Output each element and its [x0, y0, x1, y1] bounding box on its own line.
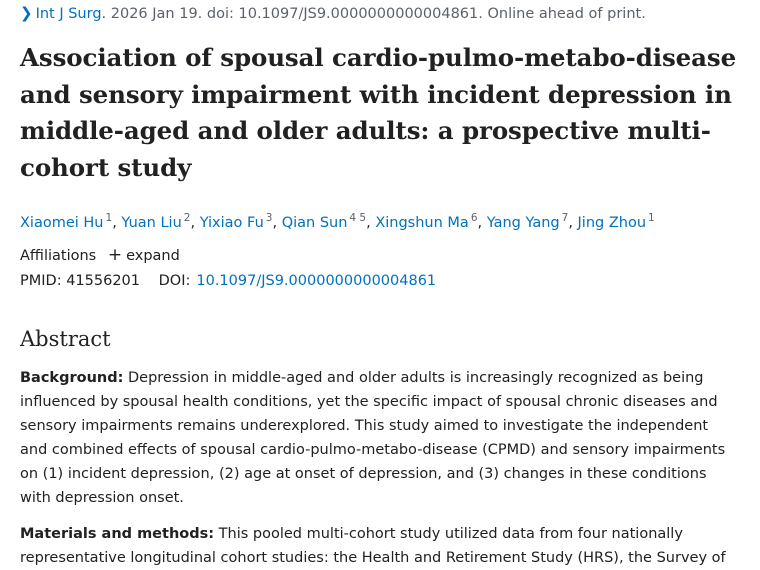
- author-affiliation-ref[interactable]: 1: [105, 212, 113, 224]
- citation-line: ❯ Int J Surg. 2026 Jan 19. doi: 10.1097/J…: [20, 3, 646, 24]
- author-affiliation-ref[interactable]: 6: [470, 212, 478, 224]
- affiliations-label: Affiliations: [20, 248, 97, 264]
- author-link[interactable]: Jing Zhou: [577, 214, 647, 231]
- author-affiliation-ref[interactable]: 7: [561, 212, 569, 224]
- author-affiliation-ref[interactable]: 4 5: [349, 212, 367, 224]
- author-link[interactable]: Yixiao Fu: [199, 214, 264, 231]
- background-text: Depression in middle-aged and older adul…: [20, 370, 726, 506]
- article-title: Association of spousal cardio-pulmo-meta…: [20, 43, 737, 182]
- doi-label: DOI:: [158, 273, 191, 289]
- author-link[interactable]: Yuan Liu: [121, 214, 182, 231]
- author-link[interactable]: Xingshun Ma: [375, 214, 469, 231]
- plus-icon: +: [107, 245, 123, 265]
- methods-label: Materials and methods:: [20, 526, 215, 542]
- chevron-right-icon[interactable]: ❯: [20, 4, 33, 22]
- methods-text: This pooled multi-cohort study utilized …: [20, 526, 726, 566]
- abstract-heading: Abstract: [20, 327, 111, 351]
- pmid-value: 41556201: [66, 273, 141, 289]
- citation-details: 2026 Jan 19. doi: 10.1097/JS9.0000000000…: [110, 6, 646, 22]
- journal-link[interactable]: Int J Surg.: [35, 6, 107, 22]
- identifiers-row: PMID: 41556201 DOI: 10.1097/JS9.000000000…: [20, 270, 436, 292]
- affiliations-row: Affiliations + expand: [20, 244, 180, 267]
- author-affiliation-ref[interactable]: 2: [183, 212, 191, 224]
- background-label: Background:: [20, 370, 124, 386]
- abstract-methods: Materials and methods: This pooled multi…: [20, 522, 735, 570]
- author-list: Xiaomei Hu 1, Yuan Liu 2, Yixiao Fu 3, Qian…: [20, 212, 655, 231]
- expand-affiliations-button[interactable]: + expand: [107, 245, 180, 265]
- author-link[interactable]: Qian Sun: [281, 214, 348, 231]
- author-affiliation-ref[interactable]: 1: [648, 212, 655, 224]
- pmid-label: PMID:: [20, 273, 62, 289]
- abstract-background: Background: Depression in middle-aged an…: [20, 366, 735, 510]
- expand-label: expand: [126, 248, 180, 264]
- doi-link[interactable]: 10.1097/JS9.0000000000004861: [196, 273, 437, 289]
- author-link[interactable]: Xiaomei Hu: [20, 214, 104, 231]
- author-link[interactable]: Yang Yang: [486, 214, 560, 231]
- author-affiliation-ref[interactable]: 3: [265, 212, 273, 224]
